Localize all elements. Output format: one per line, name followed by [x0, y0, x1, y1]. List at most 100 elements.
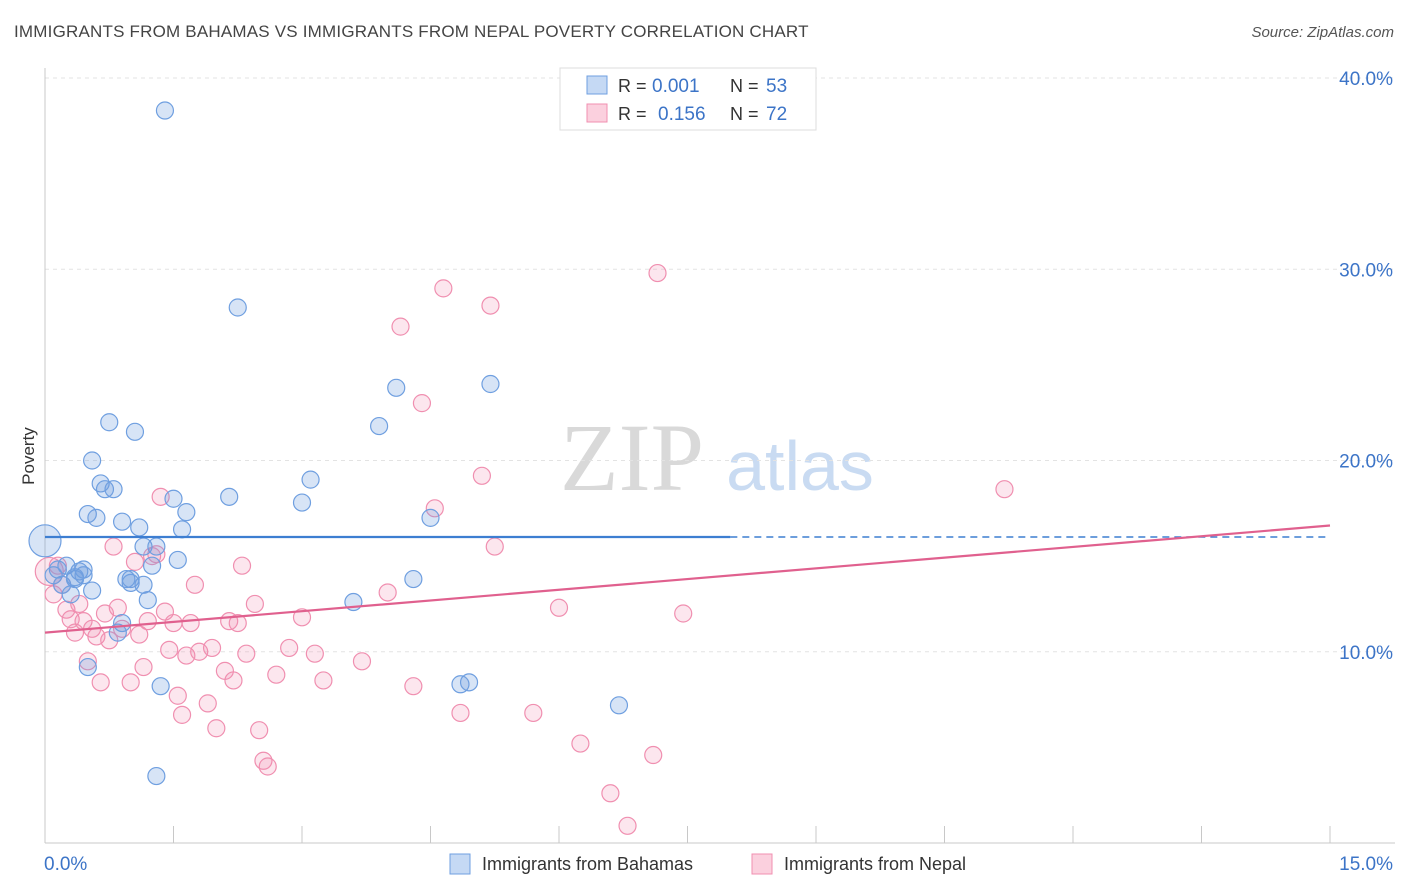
point-bahamas [387, 378, 406, 397]
legend-r-label-2: R = [618, 104, 647, 124]
point-nepal [232, 556, 252, 575]
point-bahamas [28, 524, 62, 558]
point-nepal [378, 583, 397, 602]
point-bahamas [164, 489, 183, 508]
point-bahamas [459, 673, 479, 692]
point-bahamas [301, 470, 320, 489]
point-nepal [601, 784, 620, 803]
point-bahamas [481, 374, 500, 394]
source-credit: Source: ZipAtlas.com [1251, 24, 1394, 41]
point-bahamas [168, 550, 187, 570]
legend-n-label-2: N = [730, 104, 759, 124]
point-nepal [485, 537, 504, 556]
bottom-legend-swatch-bahamas [449, 853, 471, 875]
point-nepal [524, 703, 543, 723]
point-bahamas [78, 504, 97, 524]
point-bahamas [104, 480, 123, 499]
point-nepal [224, 671, 243, 690]
legend-n-label-1: N = [730, 76, 759, 96]
point-nepal [674, 604, 693, 623]
y-tick-label: 40.0% [1339, 69, 1393, 90]
point-nepal [168, 686, 187, 705]
point-bahamas [100, 413, 119, 432]
x-tick-label-min: 0.0% [44, 854, 87, 875]
point-bahamas [147, 537, 166, 556]
point-nepal [237, 644, 256, 663]
point-bahamas [172, 520, 192, 539]
point-nepal [314, 671, 333, 690]
point-bahamas [112, 512, 132, 531]
watermark-zip: ZIP [560, 404, 704, 511]
point-nepal [125, 552, 145, 571]
point-bahamas [108, 623, 127, 642]
point-bahamas [404, 569, 423, 589]
legend-swatch-nepal [586, 103, 608, 123]
point-bahamas [83, 451, 102, 470]
point-nepal [412, 394, 432, 413]
point-nepal [434, 279, 453, 298]
point-nepal [160, 640, 179, 659]
point-nepal [121, 673, 140, 692]
point-bahamas [78, 657, 97, 677]
point-nepal [250, 721, 269, 740]
point-nepal [245, 594, 264, 614]
chart-title: IMMIGRANTS FROM BAHAMAS VS IMMIGRANTS FR… [14, 22, 809, 41]
point-nepal [995, 480, 1014, 499]
point-bahamas [125, 422, 145, 441]
point-nepal [549, 598, 569, 617]
point-nepal [267, 665, 286, 684]
legend-swatch-bahamas [586, 75, 608, 95]
point-nepal [91, 673, 110, 692]
point-bahamas [138, 591, 157, 610]
watermark-atlas: atlas [726, 427, 874, 505]
legend-n-value-2: 72 [766, 104, 787, 125]
point-bahamas [292, 493, 312, 512]
point-bahamas [177, 503, 196, 522]
point-bahamas [151, 677, 170, 696]
point-bahamas [421, 508, 440, 527]
point-nepal [644, 745, 663, 765]
correlation-legend: R = 0.001 N = 53 R = 0.156 N = 72 [559, 67, 817, 131]
point-bahamas [121, 573, 140, 593]
point-bahamas [142, 556, 162, 575]
point-bahamas [130, 518, 149, 537]
axes: 0.0% 15.0% [44, 68, 1395, 875]
y-tick-label: 30.0% [1339, 260, 1393, 281]
legend-r-value-1: 0.001 [652, 76, 700, 97]
bottom-legend-swatch-nepal [751, 853, 773, 875]
point-nepal [292, 608, 312, 627]
point-nepal [404, 677, 423, 696]
trend-line-nepal [44, 524, 1331, 634]
point-bahamas [147, 766, 166, 786]
point-nepal [108, 598, 127, 617]
bottom-legend-label-bahamas: Immigrants from Bahamas [482, 854, 693, 874]
point-bahamas [83, 581, 102, 600]
point-bahamas [112, 613, 132, 633]
point-nepal [472, 466, 491, 485]
point-bahamas [370, 416, 389, 436]
legend-r-value-2: 0.156 [658, 104, 706, 125]
point-bahamas [61, 585, 80, 604]
point-nepal [391, 317, 410, 336]
point-nepal [481, 296, 500, 315]
point-bahamas [609, 696, 629, 715]
point-nepal [280, 638, 299, 658]
x-tick-label-max: 15.0% [1339, 854, 1393, 875]
y-axis-label: Poverty [19, 427, 38, 485]
point-nepal [207, 719, 226, 738]
point-nepal [104, 537, 123, 556]
grid: 10.0% 20.0% 30.0% 40.0% [45, 69, 1395, 664]
point-nepal [185, 575, 205, 594]
data-points [28, 101, 1014, 835]
point-bahamas [74, 560, 93, 579]
y-tick-label: 10.0% [1339, 643, 1393, 664]
point-nepal [202, 638, 222, 658]
point-nepal [198, 694, 217, 713]
point-nepal [618, 816, 637, 835]
point-nepal [258, 757, 277, 776]
point-bahamas [155, 101, 175, 120]
bottom-legend-label-nepal: Immigrants from Nepal [784, 854, 966, 874]
point-nepal [648, 263, 667, 283]
legend-n-value-1: 53 [766, 76, 787, 97]
